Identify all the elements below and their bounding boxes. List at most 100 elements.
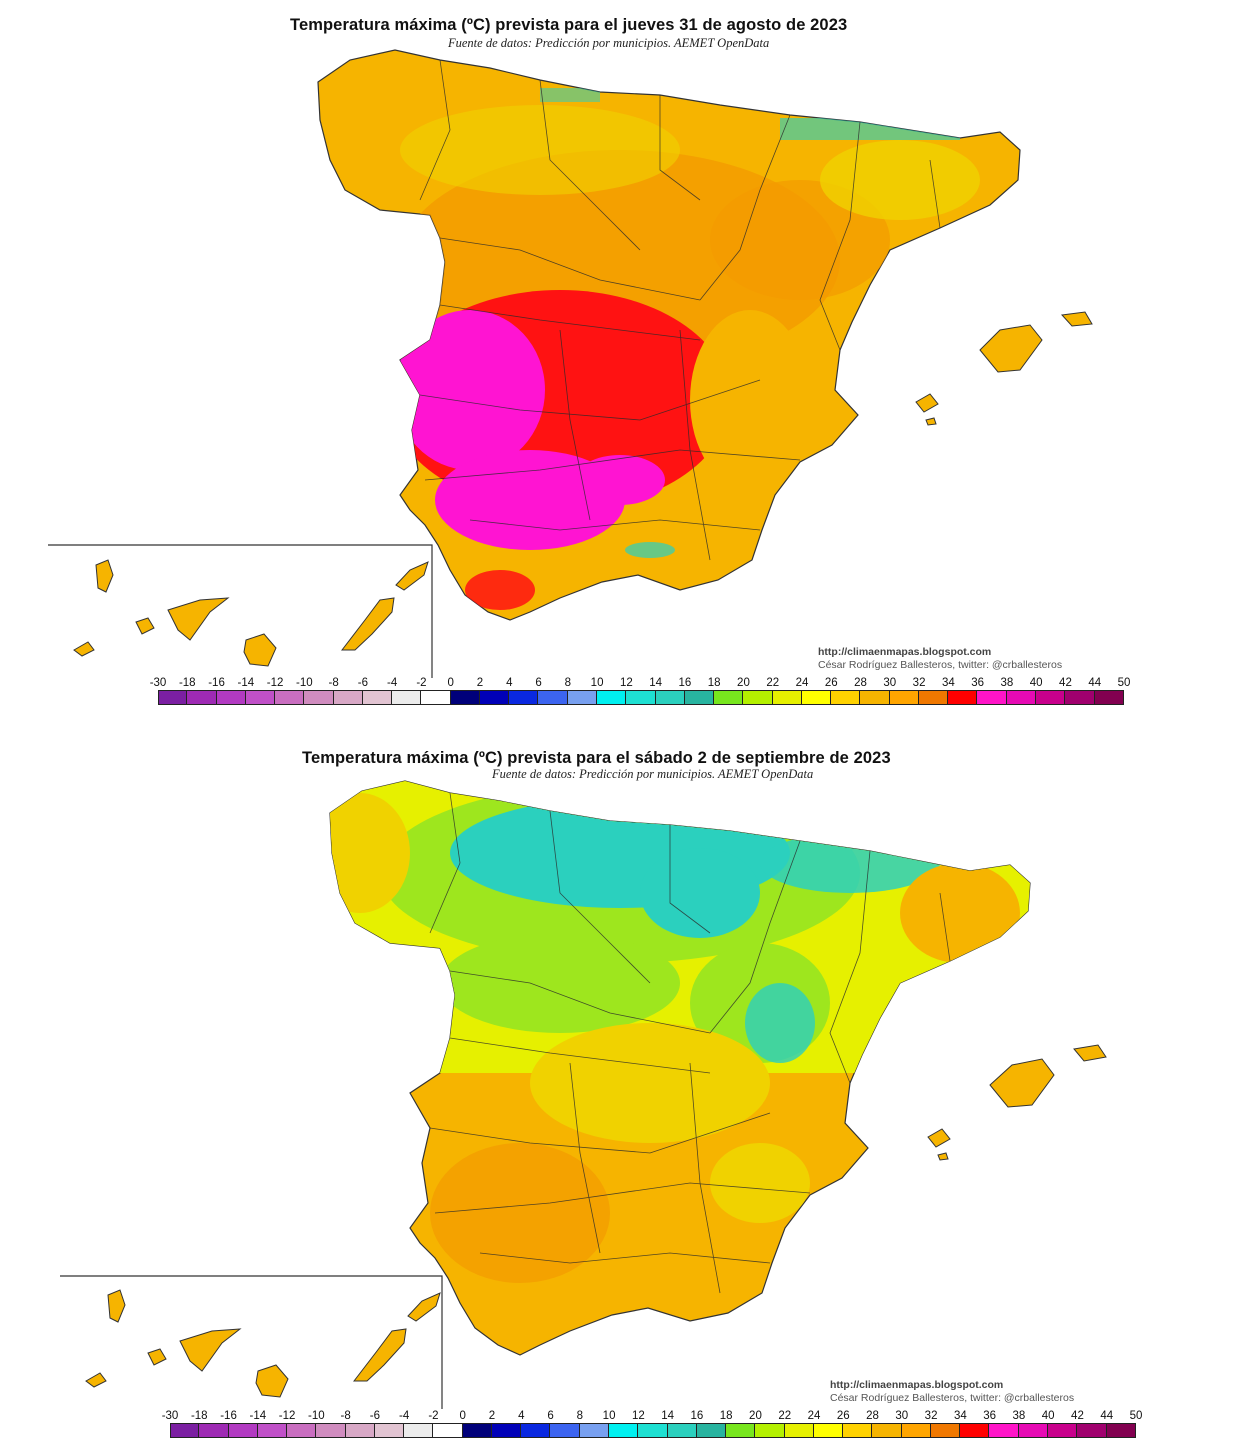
colorbar-cell	[187, 690, 217, 705]
colorbar-tick-label: 16	[678, 677, 692, 689]
colorbar-tick-label: 22	[778, 1410, 792, 1422]
colorbar-cell	[450, 690, 480, 705]
colorbar	[170, 1423, 1136, 1438]
colorbar-cell	[433, 1423, 463, 1438]
colorbar-cell	[345, 1423, 375, 1438]
balearic-formentera	[925, 417, 937, 426]
colorbar-tick-label: 34	[953, 1410, 967, 1422]
colorbar-tick-label: -4	[387, 677, 398, 689]
colorbar-cell	[901, 1423, 931, 1438]
colorbar-cell	[872, 1423, 902, 1438]
colorbar-tick-label: 12	[619, 677, 633, 689]
colorbar-cell	[491, 1423, 522, 1438]
colorbar-cell	[245, 690, 276, 705]
canary-la-gomera	[135, 617, 155, 635]
colorbar-cell	[755, 1423, 785, 1438]
colorbar-tick-label: 14	[649, 677, 663, 689]
colorbar-cell	[684, 690, 715, 705]
colorbar-tick-label: -14	[237, 677, 255, 689]
colorbar-cell	[813, 1423, 844, 1438]
colorbar-cell	[158, 690, 188, 705]
balearic-menorca	[1073, 1044, 1107, 1062]
colorbar-cell	[801, 690, 832, 705]
colorbar-cell	[1077, 1423, 1107, 1438]
colorbar-ticks: -30 -18 -16 -14 -12 -10 -8 -6 -4 -2 0 2 4 6 8 10 12 14 16 1…	[162, 1410, 1143, 1424]
colorbar-cell	[1047, 1423, 1078, 1438]
colorbar-tick-label: 0	[447, 677, 454, 689]
colorbar-tick-label: -12	[278, 1410, 296, 1422]
map-title: Temperatura máxima (ºC) prevista para el…	[302, 749, 891, 767]
colorbar-cell	[538, 690, 568, 705]
colorbar-tick-label: -10	[308, 1410, 325, 1422]
colorbar-tick-label: 44	[1100, 1410, 1114, 1422]
colorbar-cell	[374, 1423, 405, 1438]
colorbar-cell	[714, 690, 744, 705]
colorbar-cell	[696, 1423, 727, 1438]
canary-lanzarote	[395, 561, 429, 591]
colorbar-tick-label: 42	[1071, 1410, 1084, 1422]
canary-la-palma	[107, 1289, 126, 1323]
colorbar-tick-label: 2	[488, 1410, 496, 1422]
map-panel-2: Temperatura máxima (ºC) prevista para el…	[0, 733, 1240, 1450]
colorbar-tick-label: 44	[1088, 677, 1102, 689]
colorbar-cell	[977, 690, 1007, 705]
colorbar-tick-label: 40	[1029, 677, 1043, 689]
colorbar-cell	[216, 690, 246, 705]
colorbar-cell	[596, 690, 627, 705]
credit-author: César Rodríguez Ballesteros, twitter: @c…	[830, 1392, 1075, 1404]
colorbar-cell	[784, 1423, 814, 1438]
colorbar-cell	[989, 1423, 1019, 1438]
colorbar	[158, 690, 1124, 705]
canary-tenerife	[179, 1328, 242, 1372]
colorbar-tick-label: 36	[983, 1410, 997, 1422]
map-subtitle: Fuente de datos: Predicción por municipi…	[448, 36, 770, 50]
credit-url: http://climaenmapas.blogspot.com	[830, 1379, 1004, 1391]
balearic-mallorca	[979, 324, 1043, 373]
colorbar-cell	[918, 690, 949, 705]
colorbar-cell	[1094, 690, 1124, 705]
colorbar-tick-label: 6	[535, 677, 542, 689]
colorbar-tick-label: -18	[178, 677, 196, 689]
colorbar-cell	[579, 1423, 609, 1438]
colorbar-tick-label: 16	[690, 1410, 704, 1422]
canary-gran-canaria	[255, 1364, 289, 1398]
canary-fuerteventura	[340, 597, 395, 651]
colorbar-cell	[960, 1423, 990, 1438]
colorbar-cell	[404, 1423, 434, 1438]
colorbar-tick-label: 20	[749, 1410, 762, 1422]
colorbar-tick-label: -16	[220, 1410, 237, 1422]
colorbar-tick-label: 36	[971, 677, 985, 689]
colorbar-tick-label: 2	[476, 677, 484, 689]
colorbar-cell	[287, 1423, 317, 1438]
colorbar-tick-label: 32	[924, 1410, 938, 1422]
colorbar-tick-label: -30	[161, 1410, 179, 1422]
colorbar-tick-label: 26	[824, 677, 838, 689]
canary-el-hierro	[73, 641, 95, 657]
colorbar-cell	[1006, 690, 1036, 705]
colorbar-tick-label: 30	[895, 1410, 909, 1422]
colorbar-tick-label: 38	[1000, 677, 1014, 689]
colorbar-tick-label: 8	[564, 677, 572, 689]
colorbar-tick-label: 6	[547, 1410, 554, 1422]
colorbar-tick-label: 10	[590, 677, 604, 689]
colorbar-cell	[316, 1423, 346, 1438]
colorbar-tick-label: -14	[249, 1410, 267, 1422]
colorbar-cell	[521, 1423, 551, 1438]
colorbar-tick-label: 50	[1129, 1410, 1143, 1422]
colorbar-cell	[667, 1423, 697, 1438]
colorbar-tick-label: 12	[631, 1410, 645, 1422]
colorbar-cell	[831, 690, 861, 705]
colorbar-cell	[1106, 1423, 1136, 1438]
colorbar-tick-label: -18	[190, 1410, 208, 1422]
colorbar-cell	[421, 690, 451, 705]
colorbar-cell	[199, 1423, 229, 1438]
colorbar-tick-label: -16	[208, 677, 225, 689]
colorbar-tick-label: -6	[357, 677, 369, 689]
map-subtitle: Fuente de datos: Predicción por municipi…	[492, 767, 814, 781]
colorbar-tick-label: 30	[883, 677, 897, 689]
colorbar-tick-label: -10	[296, 677, 313, 689]
colorbar-cell	[930, 1423, 961, 1438]
colorbar-tick-label: 28	[854, 677, 867, 689]
colorbar-cell	[1018, 1423, 1048, 1438]
colorbar-cell	[860, 690, 890, 705]
